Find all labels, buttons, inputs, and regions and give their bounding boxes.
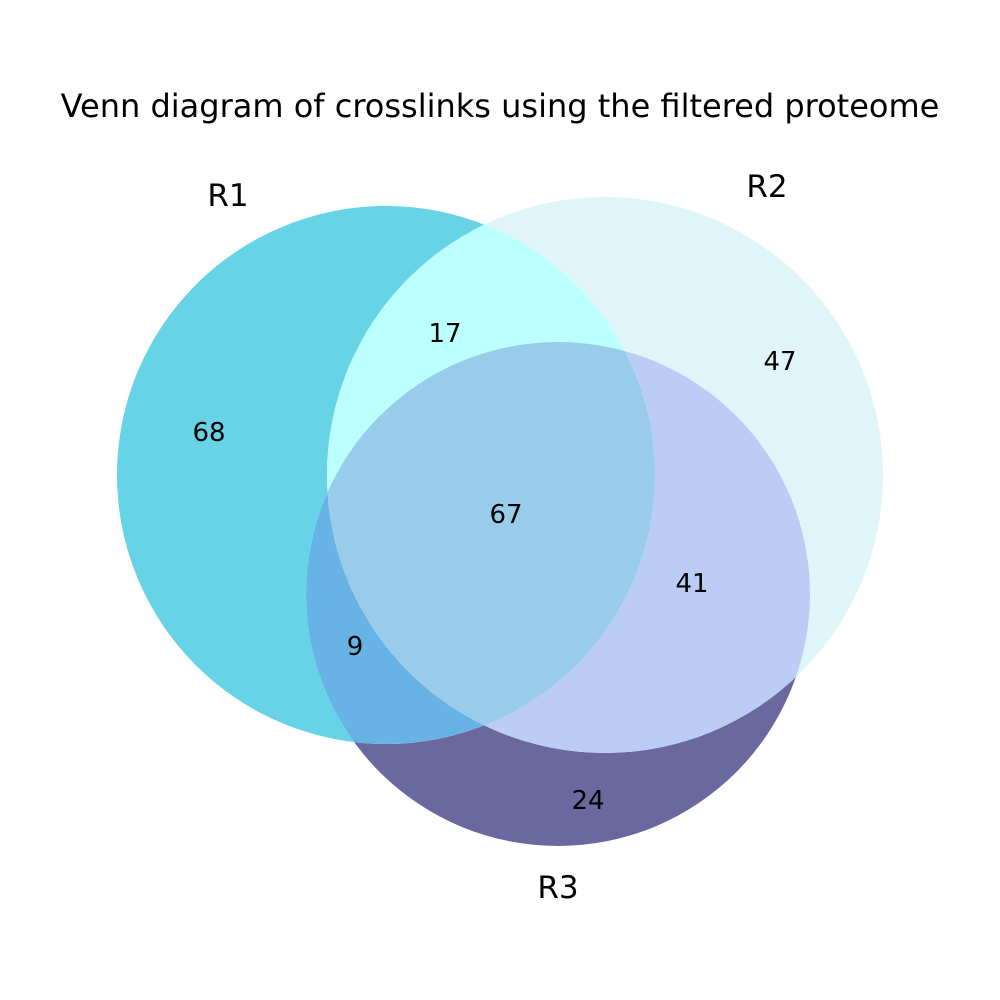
set-label-r3: R3	[537, 870, 578, 906]
set-label-r1: R1	[207, 178, 248, 214]
diagram-title: Venn diagram of crosslinks using the fil…	[61, 87, 940, 125]
count-r1-r3: 9	[347, 632, 364, 662]
count-r1-only: 68	[192, 418, 225, 448]
count-r1-r2-r3: 67	[489, 500, 522, 530]
set-label-r2: R2	[746, 169, 787, 205]
count-r1-r2: 17	[428, 319, 461, 349]
count-r2-only: 47	[763, 347, 796, 377]
count-r3-only: 24	[571, 786, 604, 816]
count-r2-r3: 41	[675, 569, 708, 599]
